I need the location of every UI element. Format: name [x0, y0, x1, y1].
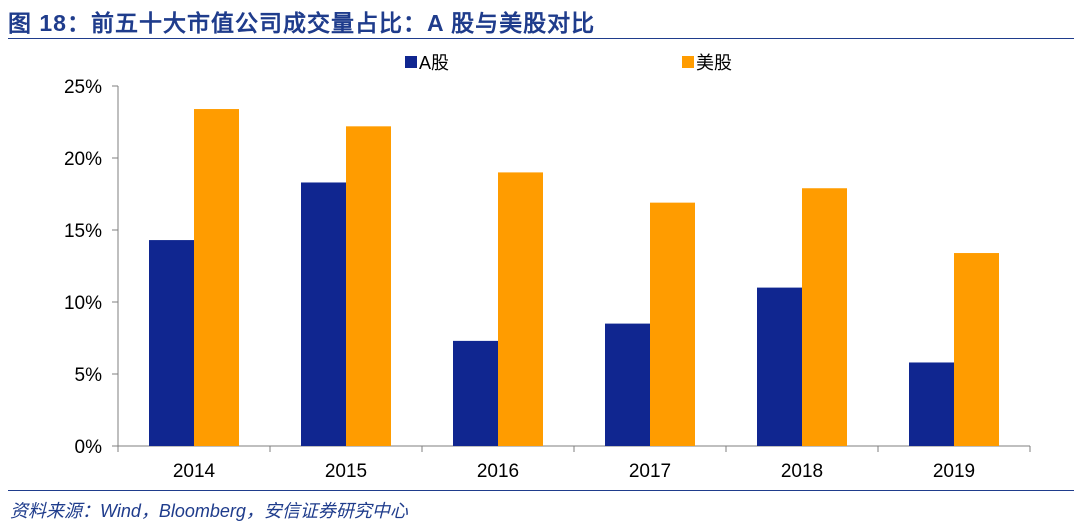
bar-us-2018 — [802, 188, 847, 447]
x-tick-label: 2015 — [325, 461, 367, 482]
bar-us-2014 — [194, 109, 239, 446]
title-rule — [8, 38, 1074, 39]
legend-label: 美股 — [696, 53, 732, 73]
legend-swatch — [682, 56, 694, 68]
y-tick-label: 0% — [75, 437, 103, 458]
source-note: 资料来源：Wind，Bloomberg，安信证券研究中心 — [10, 501, 408, 521]
bar-us-2019 — [954, 253, 999, 446]
bar-us-2017 — [650, 202, 695, 446]
y-tick-label: 5% — [75, 365, 103, 386]
bar-a-share-2016 — [453, 340, 498, 446]
bar-a-share-2014 — [149, 240, 194, 446]
y-tick-label: 25% — [64, 77, 102, 98]
x-tick-label: 2017 — [629, 461, 671, 482]
bar-a-share-2017 — [605, 323, 650, 446]
bar-a-share-2019 — [909, 362, 954, 446]
legend-swatch — [405, 56, 417, 68]
legend-label: A股 — [419, 53, 449, 73]
bar-a-share-2018 — [757, 287, 802, 446]
figure-title: 图 18：前五十大市值公司成交量占比：A 股与美股对比 — [8, 10, 596, 36]
bar-us-2016 — [498, 172, 543, 446]
bar-a-share-2015 — [301, 182, 346, 447]
footer-rule — [8, 490, 1074, 491]
x-tick-label: 2016 — [477, 461, 519, 482]
x-tick-label: 2018 — [781, 461, 823, 482]
x-tick-label: 2014 — [173, 461, 216, 482]
bar-us-2015 — [346, 126, 391, 446]
y-tick-label: 20% — [64, 149, 102, 170]
bar-chart: 0% 5% 10% 15% 20% 25% 2014 2015 2016 2017 2018 2019… — [64, 53, 1031, 482]
x-tick-label: 2019 — [933, 461, 975, 482]
y-tick-label: 10% — [64, 293, 102, 314]
y-tick-label: 15% — [64, 221, 102, 242]
